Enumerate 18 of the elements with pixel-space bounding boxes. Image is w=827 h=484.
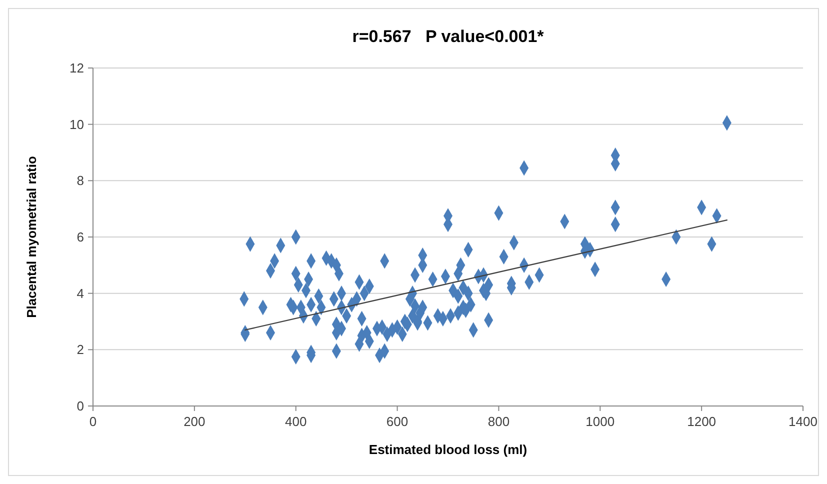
x-tick-label: 600	[386, 414, 408, 429]
chart-title: r=0.567 P value<0.001*	[352, 27, 544, 46]
y-tick-label: 10	[70, 116, 84, 132]
x-tick-label: 800	[488, 414, 510, 429]
x-tick-label: 1400	[788, 414, 818, 429]
y-tick-label: 4	[76, 286, 84, 301]
y-tick-label: 12	[70, 60, 84, 76]
y-axis-title: Placental myometrial ratio	[24, 156, 39, 318]
x-tick-label: 0	[89, 414, 97, 429]
y-tick-label: 8	[76, 173, 84, 188]
y-tick-label: 0	[76, 398, 84, 414]
x-tick-label: 1200	[687, 414, 716, 429]
x-tick-label: 400	[285, 414, 307, 429]
x-tick-label: 1000	[586, 414, 615, 429]
x-tick-label: 200	[184, 414, 206, 429]
y-tick-label: 2	[76, 342, 84, 358]
y-tick-label: 6	[76, 230, 84, 244]
x-axis-title: Estimated blood loss (ml)	[368, 442, 528, 457]
